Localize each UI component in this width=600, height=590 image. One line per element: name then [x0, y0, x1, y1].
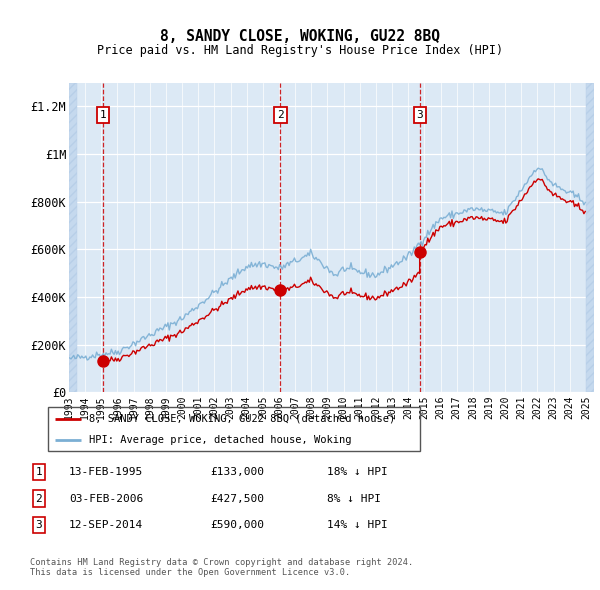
Text: £133,000: £133,000	[210, 467, 264, 477]
Bar	[69, 83, 77, 392]
Text: 8% ↓ HPI: 8% ↓ HPI	[327, 494, 381, 503]
Text: 14% ↓ HPI: 14% ↓ HPI	[327, 520, 388, 530]
Text: Price paid vs. HM Land Registry's House Price Index (HPI): Price paid vs. HM Land Registry's House …	[97, 44, 503, 57]
Bar	[586, 83, 594, 392]
Text: 12-SEP-2014: 12-SEP-2014	[69, 520, 143, 530]
Text: 13-FEB-1995: 13-FEB-1995	[69, 467, 143, 477]
Text: 1: 1	[35, 467, 43, 477]
Text: 3: 3	[416, 110, 423, 120]
Text: £590,000: £590,000	[210, 520, 264, 530]
Text: 3: 3	[35, 520, 43, 530]
Text: HPI: Average price, detached house, Woking: HPI: Average price, detached house, Woki…	[89, 435, 352, 445]
Text: 8, SANDY CLOSE, WOKING, GU22 8BQ: 8, SANDY CLOSE, WOKING, GU22 8BQ	[160, 29, 440, 44]
Text: 2: 2	[277, 110, 284, 120]
Text: 8, SANDY CLOSE, WOKING, GU22 8BQ (detached house): 8, SANDY CLOSE, WOKING, GU22 8BQ (detach…	[89, 414, 395, 424]
Text: Contains HM Land Registry data © Crown copyright and database right 2024.
This d: Contains HM Land Registry data © Crown c…	[30, 558, 413, 577]
Text: 18% ↓ HPI: 18% ↓ HPI	[327, 467, 388, 477]
Text: 03-FEB-2006: 03-FEB-2006	[69, 494, 143, 503]
Text: 1: 1	[100, 110, 107, 120]
Text: £427,500: £427,500	[210, 494, 264, 503]
Text: 2: 2	[35, 494, 43, 503]
